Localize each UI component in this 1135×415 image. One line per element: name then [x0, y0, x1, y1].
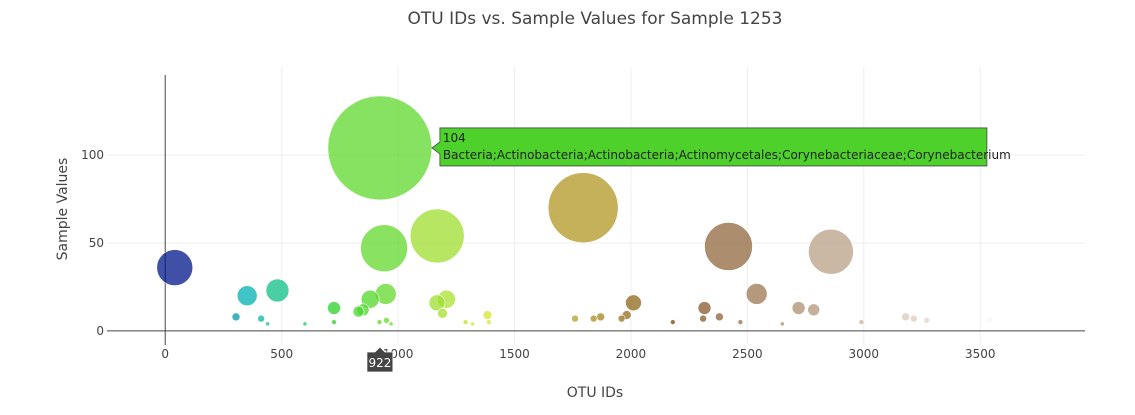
- bubble-marker[interactable]: [589, 314, 598, 323]
- bubble-marker[interactable]: [257, 314, 265, 323]
- x-tick-label: 1500: [499, 347, 530, 361]
- spike-box: [366, 346, 394, 373]
- y-tick-label: 50: [89, 236, 104, 250]
- bubble-marker[interactable]: [596, 312, 605, 322]
- bubble-marker[interactable]: [699, 314, 707, 323]
- tooltip-box: [431, 127, 988, 167]
- y-tick-labels: 0 50 100: [81, 148, 104, 338]
- bubble-marker[interactable]: [236, 285, 258, 307]
- bubble-marker[interactable]: [265, 278, 290, 303]
- bubble-marker[interactable]: [737, 319, 744, 325]
- bubble-marker[interactable]: [923, 317, 930, 324]
- bubble-marker[interactable]: [428, 294, 446, 312]
- bubble-marker[interactable]: [360, 289, 380, 309]
- bubble-marker[interactable]: [779, 321, 785, 327]
- bubble-marker[interactable]: [376, 319, 383, 325]
- bubble-marker[interactable]: [617, 314, 626, 323]
- bubble-series[interactable]: [156, 95, 993, 327]
- x-tick-label: 0: [161, 347, 169, 361]
- axes: [107, 75, 1085, 345]
- bubble-marker[interactable]: [808, 228, 854, 275]
- bubble-marker[interactable]: [704, 222, 753, 271]
- x-tick-label: 2000: [616, 347, 647, 361]
- bubble-marker[interactable]: [910, 314, 918, 323]
- spike-value: 922: [368, 356, 391, 370]
- x-tick-labels: 0 500 1000 1500 2000 2500 3000 3500: [161, 347, 995, 361]
- bubble-marker[interactable]: [986, 317, 993, 324]
- bubble-marker[interactable]: [462, 319, 469, 325]
- bubble-marker[interactable]: [383, 317, 390, 324]
- bubble-marker[interactable]: [327, 95, 433, 201]
- y-axis-title: Sample Values: [55, 158, 71, 261]
- bubble-marker[interactable]: [331, 319, 337, 325]
- bubble-marker[interactable]: [625, 294, 642, 312]
- bubble-marker[interactable]: [388, 321, 394, 327]
- bubble-marker[interactable]: [807, 303, 821, 317]
- x-tick-label: 500: [270, 347, 293, 361]
- x-tick-label: 2500: [732, 347, 763, 361]
- hover-tooltip: 104 Bacteria;Actinobacteria;Actinobacteri…: [431, 127, 1011, 167]
- x-spike-label: 922: [366, 346, 394, 373]
- bubble-marker[interactable]: [697, 301, 712, 315]
- tooltip-taxonomy: Bacteria;Actinobacteria;Actinobacteria;A…: [443, 148, 1011, 162]
- bubble-marker[interactable]: [486, 319, 492, 325]
- y-tick-label: 100: [81, 148, 104, 162]
- bubble-marker[interactable]: [670, 319, 676, 325]
- bubble-marker[interactable]: [360, 224, 408, 273]
- bubble-marker[interactable]: [437, 308, 448, 319]
- bubble-marker[interactable]: [470, 321, 475, 327]
- bubble-marker[interactable]: [327, 301, 341, 315]
- y-tick-label: 0: [96, 324, 104, 338]
- chart-title: OTU IDs vs. Sample Values for Sample 125…: [408, 9, 783, 29]
- x-axis-title: OTU IDs: [567, 385, 623, 401]
- bubble-marker[interactable]: [791, 301, 806, 315]
- tooltip-value: 104: [443, 131, 466, 145]
- x-tick-label: 3000: [849, 347, 880, 361]
- bubble-marker[interactable]: [745, 283, 768, 305]
- bubble-marker[interactable]: [409, 208, 465, 264]
- bubble-marker[interactable]: [482, 310, 493, 320]
- bubble-marker[interactable]: [571, 314, 579, 323]
- bubble-marker[interactable]: [547, 172, 619, 244]
- x-tick-label: 3500: [965, 347, 996, 361]
- bubble-marker[interactable]: [901, 312, 911, 322]
- bubble-marker[interactable]: [265, 321, 270, 327]
- bubble-marker[interactable]: [156, 249, 194, 286]
- bubble-marker[interactable]: [715, 312, 724, 322]
- bubble-marker[interactable]: [231, 312, 241, 322]
- bubble-marker[interactable]: [858, 319, 865, 325]
- bubble-marker[interactable]: [302, 321, 308, 327]
- bubble-marker[interactable]: [352, 305, 365, 318]
